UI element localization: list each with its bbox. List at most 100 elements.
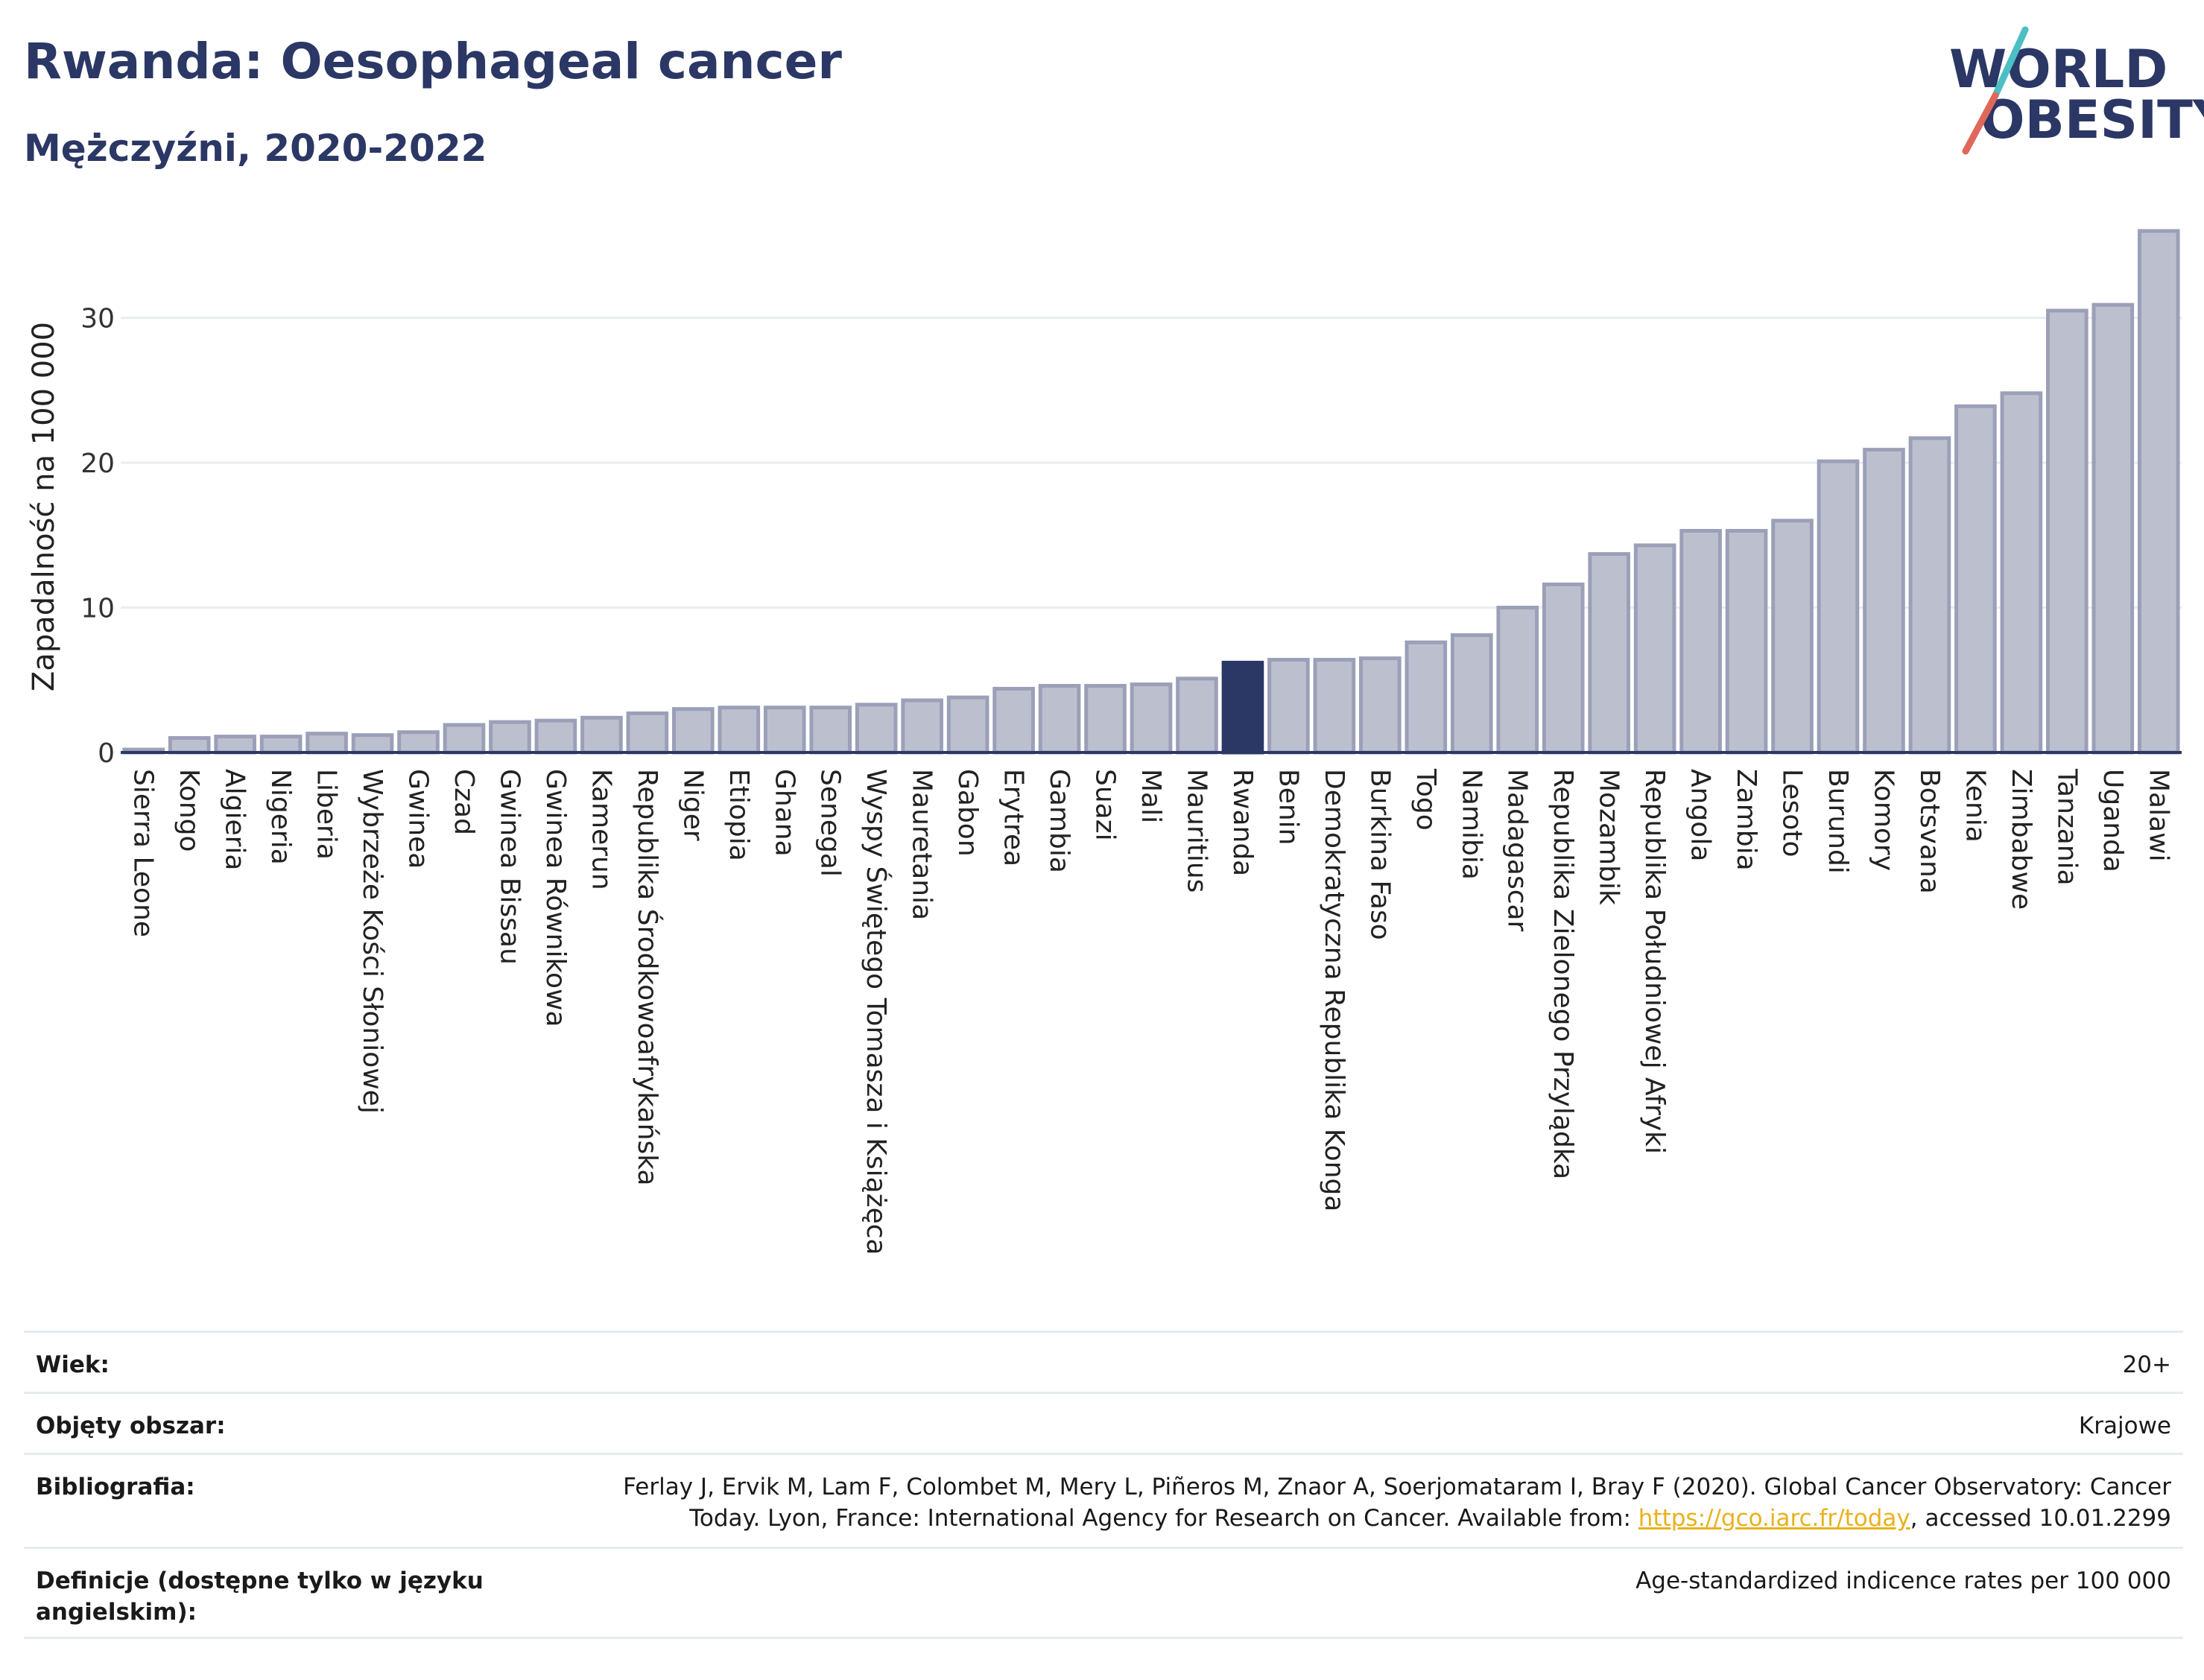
bar-mozambik [1588, 552, 1630, 755]
x-tick-label: Republika Środkowoafrykańska [632, 769, 663, 1186]
info-row-area: Objęty obszar: Krajowe [24, 1392, 2183, 1453]
x-tick-label: Demokratyczna Republika Konga [1319, 769, 1349, 1211]
info-row-age: Wiek: 20+ [24, 1331, 2183, 1392]
x-tick-label: Namibia [1456, 769, 1486, 880]
bar-madagascar [1496, 606, 1539, 755]
bar-gwinea-bissau [489, 720, 531, 755]
bar-gwinea [397, 730, 440, 755]
x-tick-label: Benin [1273, 769, 1303, 845]
bar-mauritius [1176, 676, 1218, 755]
bar-republika-środkowoafrykańska [626, 711, 669, 755]
x-tick-label: Czad [449, 769, 479, 835]
bar-tanzania [2046, 308, 2089, 755]
bar-namibia [1450, 633, 1493, 755]
x-tick-label: Kamerun [586, 769, 616, 890]
info-value-bibliography: Ferlay J, Ervik M, Lam F, Colombet M, Me… [569, 1471, 2171, 1534]
x-tick-label: Nigeria [265, 769, 296, 865]
bar-etiopia [718, 706, 761, 755]
x-tick-label: Etiopia [723, 769, 754, 861]
page-subtitle: Mężczyźni, 2020-2022 [24, 127, 487, 170]
bar-niger [672, 707, 715, 755]
x-tick-label: Mozambik [1594, 769, 1624, 905]
bar-komory [1863, 448, 1905, 755]
bar-chart: 0 10 20 30 Zapadalność na 100 000 Sierra Leon… [0, 186, 2204, 1326]
x-tick-label: Lesoto [1777, 769, 1808, 858]
bar-republika-południowej-afryki [1633, 543, 1676, 755]
info-row-definitions: Definicje (dostępne tylko w języku angie… [24, 1547, 2183, 1639]
bar-demokratyczna-republika-konga [1313, 658, 1356, 755]
logo-slash-icon [1962, 26, 2029, 155]
bar-angola [1679, 529, 1722, 755]
info-label-age: Wiek: [36, 1351, 110, 1378]
x-tick-label: Gambia [1044, 769, 1074, 873]
bar-botsvana [1908, 436, 1951, 755]
x-tick-label: Suazi [1090, 769, 1121, 841]
x-tick-label: Botsvana [1914, 769, 1945, 894]
x-tick-label: Zimbabwe [2006, 769, 2036, 910]
x-tick-label: Gwinea Równikowa [540, 769, 571, 1027]
bar-burundi [1817, 459, 1860, 755]
bar-rwanda [1221, 660, 1264, 755]
bar-republika-zielonego-przylądka [1542, 582, 1585, 755]
bar-liberia [305, 732, 348, 755]
info-value-age: 20+ [2122, 1351, 2171, 1378]
x-tick-label: Kongo [174, 769, 204, 852]
x-tick-label: Tanzania [2051, 768, 2082, 886]
bar-mali [1130, 682, 1173, 755]
bar-mauretania [901, 698, 943, 755]
x-tick-label: Liberia [311, 769, 342, 860]
x-tick-label: Republika Zielonego Przylądka [1548, 769, 1578, 1179]
x-tick-label: Gwinea [403, 769, 434, 869]
x-tick-label: Komory [1868, 769, 1899, 871]
x-tick-label: Burkina Faso [1364, 769, 1395, 940]
x-tick-label: Niger [677, 769, 708, 841]
x-tick-label: Gwinea Bissau [494, 769, 525, 965]
bibliography-link[interactable]: https://gco.iarc.fr/today [1638, 1505, 1910, 1532]
x-tick-label: Madagascar [1502, 769, 1533, 932]
x-tick-label: Ghana [769, 769, 799, 857]
bar-malawi [2137, 229, 2180, 755]
x-tick-label: Mauritius [1181, 769, 1212, 893]
bar-gabon [946, 695, 989, 755]
x-tick-label: Rwanda [1227, 769, 1258, 876]
bar-uganda [2091, 302, 2135, 755]
bar-togo [1405, 640, 1448, 755]
x-tick-label: Zambia [1731, 769, 1761, 871]
logo-line-1: WORLD [1949, 39, 2168, 100]
bar-benin [1267, 658, 1310, 755]
y-axis-label: Zapadalność na 100 000 [27, 322, 61, 691]
logo-line-2: OBESITY [1980, 89, 2204, 150]
x-tick-label: Malawi [2143, 769, 2173, 862]
page-title: Rwanda: Oesophageal cancer [24, 33, 842, 90]
y-tick-label: 20 [80, 448, 115, 479]
bar-gwinea-równikowa [534, 718, 577, 755]
x-tick-label: Republika Południowej Afryki [1639, 769, 1670, 1154]
bibliography-text: Ferlay J, Ervik M, Lam F, Colombet M, Me… [623, 1474, 2171, 1532]
bar-erytrea [992, 686, 1035, 755]
info-label-area: Objęty obszar: [36, 1413, 226, 1439]
x-tick-label: Sierra Leone [128, 769, 159, 937]
x-tick-label: Angola [1685, 769, 1716, 861]
info-value-definitions: Age-standardized indicence rates per 100… [1635, 1568, 2171, 1594]
bar-nigeria [259, 735, 303, 755]
tick-labels: 0 10 20 30 Zapadalność na 100 000 Sierra Leon… [27, 304, 2173, 1255]
x-tick-label: Kenia [1960, 769, 1990, 843]
y-tick-label: 0 [98, 738, 115, 769]
info-label-definitions: Definicje (dostępne tylko w języku angie… [36, 1568, 484, 1626]
x-tick-label: Algieria [220, 769, 250, 871]
bar-gambia [1038, 684, 1081, 755]
bar-zambia [1725, 529, 1768, 755]
bar-ghana [763, 706, 806, 755]
bibliography-accessed: , accessed 10.01.2299 [1910, 1505, 2171, 1532]
x-tick-label: Uganda [2097, 769, 2128, 872]
bar-zimbabwe [2000, 391, 2043, 755]
info-row-bibliography: Bibliografia: Ferlay J, Ervik M, Lam F, … [24, 1453, 2183, 1547]
bar-wybrzeże-kości-słoniowej [351, 733, 394, 755]
bar-wyspy-świętego-tomasza-i-książęca [855, 703, 898, 755]
world-obesity-logo: WORLD OBESITY [1943, 21, 2204, 162]
bar-lesoto [1771, 519, 1814, 755]
bars [122, 229, 2180, 755]
bar-czad [443, 723, 486, 755]
x-tick-label: Mauretania [907, 769, 937, 920]
x-tick-label: Wyspy Świętego Tomasza i Książęca [861, 769, 892, 1255]
